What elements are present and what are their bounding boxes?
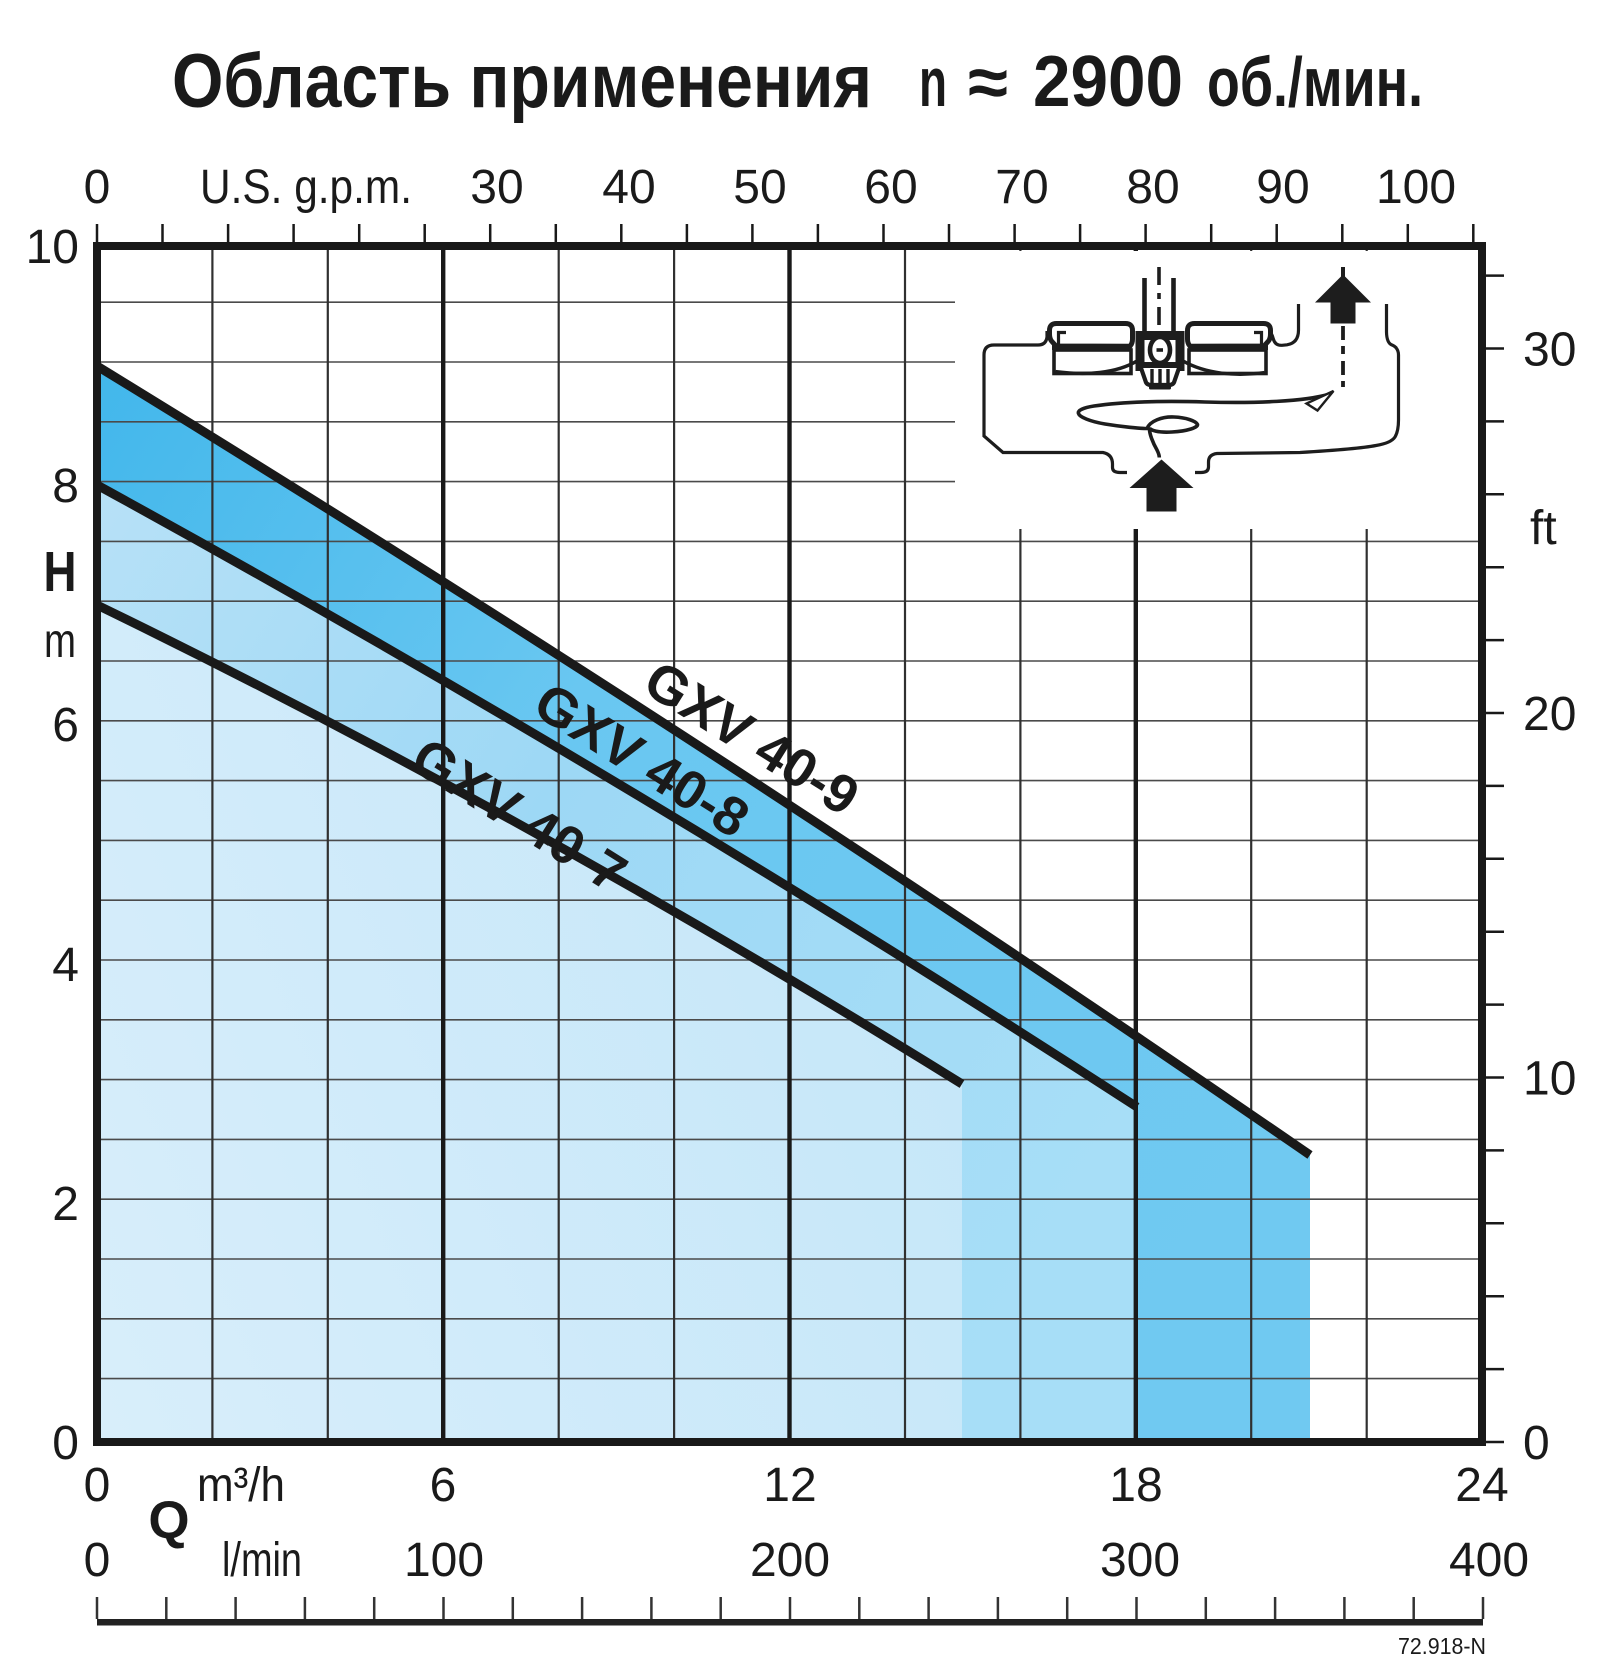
svg-text:6: 6 xyxy=(52,699,79,752)
svg-text:20: 20 xyxy=(1523,688,1576,741)
svg-text:2: 2 xyxy=(52,1178,79,1231)
svg-text:60: 60 xyxy=(864,161,917,214)
svg-text:8: 8 xyxy=(52,460,79,513)
svg-text:24: 24 xyxy=(1455,1459,1508,1512)
svg-text:12: 12 xyxy=(763,1459,816,1512)
svg-text:l/min: l/min xyxy=(222,1534,302,1587)
svg-text:10: 10 xyxy=(26,221,79,274)
svg-text:2900: 2900 xyxy=(1033,42,1183,122)
svg-text:30: 30 xyxy=(1523,324,1576,377)
svg-text:72.918-N: 72.918-N xyxy=(1398,1633,1486,1659)
svg-text:0: 0 xyxy=(52,1417,79,1470)
svg-text:U.S. g.p.m.: U.S. g.p.m. xyxy=(200,161,412,214)
svg-text:90: 90 xyxy=(1256,161,1309,214)
svg-text:30: 30 xyxy=(470,161,523,214)
svg-text:m: m xyxy=(44,615,76,668)
svg-text:n: n xyxy=(919,43,947,121)
svg-text:6: 6 xyxy=(430,1459,457,1512)
svg-text:300: 300 xyxy=(1100,1534,1180,1587)
svg-text:400: 400 xyxy=(1449,1534,1529,1587)
svg-text:18: 18 xyxy=(1109,1459,1162,1512)
svg-text:10: 10 xyxy=(1523,1053,1576,1106)
svg-text:50: 50 xyxy=(733,161,786,214)
svg-text:70: 70 xyxy=(995,161,1048,214)
svg-text:≈: ≈ xyxy=(968,43,1008,121)
svg-text:40: 40 xyxy=(602,161,655,214)
svg-text:0: 0 xyxy=(84,1459,111,1512)
svg-text:Q: Q xyxy=(148,1491,189,1550)
svg-text:80: 80 xyxy=(1126,161,1179,214)
svg-text:ft: ft xyxy=(1530,502,1557,555)
svg-text:100: 100 xyxy=(1376,161,1456,214)
svg-text:0: 0 xyxy=(84,161,111,214)
svg-text:H: H xyxy=(44,540,77,604)
svg-text:0: 0 xyxy=(84,1534,111,1587)
svg-text:Область применения: Область применения xyxy=(172,39,872,124)
svg-text:0: 0 xyxy=(1523,1417,1550,1470)
svg-text:4: 4 xyxy=(52,939,79,992)
svg-text:200: 200 xyxy=(750,1534,830,1587)
svg-text:m³/h: m³/h xyxy=(197,1459,285,1512)
svg-text:об./мин.: об./мин. xyxy=(1207,43,1423,121)
svg-text:100: 100 xyxy=(404,1534,484,1587)
